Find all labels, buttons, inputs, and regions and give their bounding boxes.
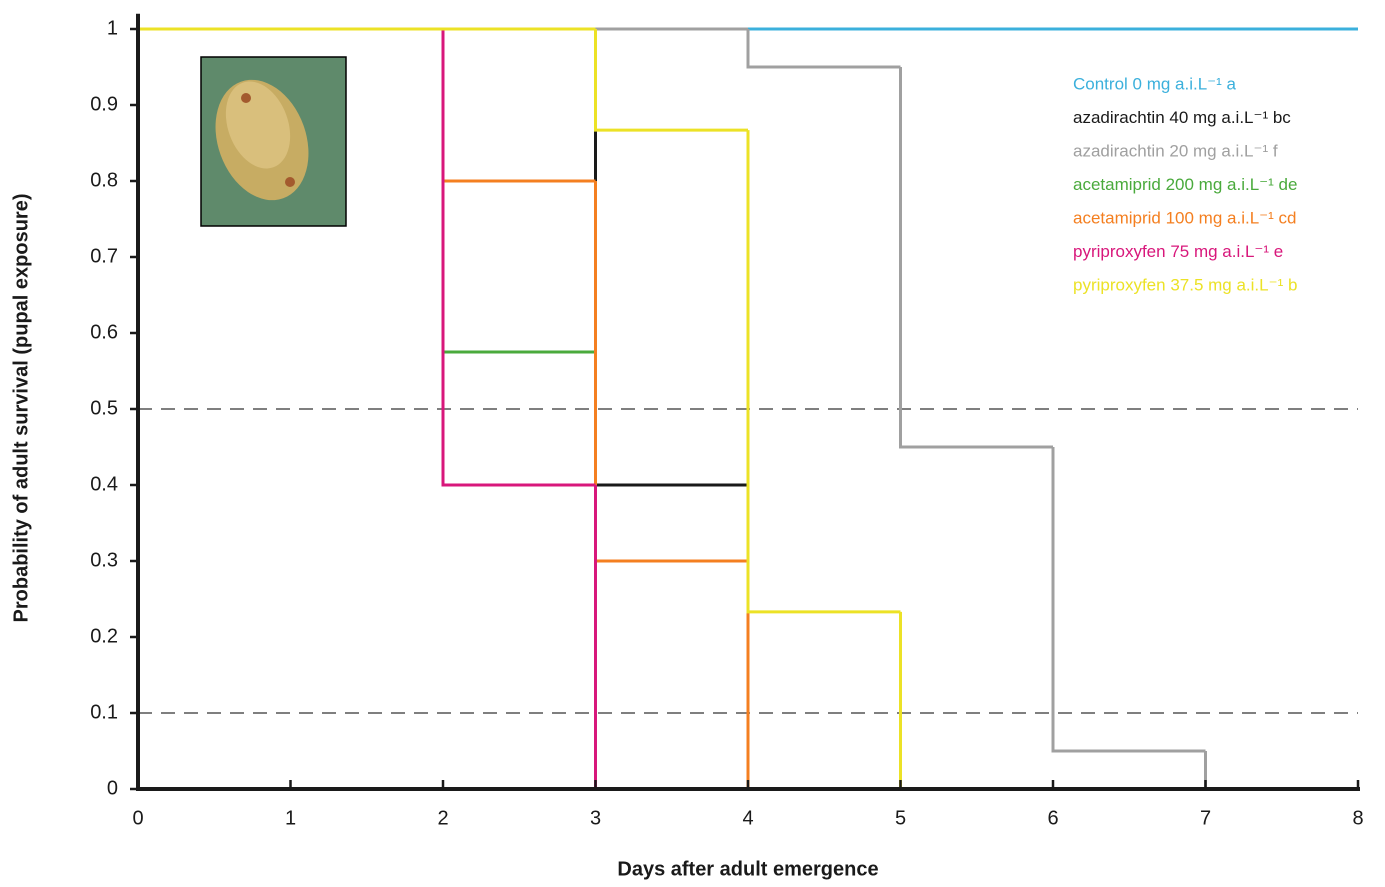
y-tick-label: 0.1 (90, 701, 118, 723)
x-tick-label: 1 (285, 807, 296, 829)
inset-photo (200, 56, 347, 227)
survival-step (441, 29, 596, 354)
x-tick-label: 8 (1352, 807, 1363, 829)
y-tick-label: 1 (107, 17, 118, 39)
survival-step (441, 29, 596, 183)
survival-step (899, 67, 1053, 449)
x-tick-label: 4 (742, 807, 753, 829)
y-tick-label: 0.2 (90, 625, 118, 647)
x-tick-label: 2 (437, 807, 448, 829)
survival-step (746, 29, 901, 69)
x-tick-label: 3 (590, 807, 601, 829)
y-tick-label: 0.9 (90, 93, 118, 115)
x-axis-title: Days after adult emergence (617, 858, 878, 880)
survival-step (594, 352, 1358, 791)
legend-entry: Control 0 mg a.i.L⁻¹ a (1073, 74, 1237, 93)
legend-entry: acetamiprid 200 mg a.i.L⁻¹ de (1073, 175, 1297, 194)
y-tick-label: 0.3 (90, 549, 118, 571)
survival-step (1051, 447, 1206, 753)
y-axis-title: Probability of adult survival (pupal exp… (10, 194, 32, 623)
y-tick-label: 0 (107, 777, 118, 799)
legend-entry: azadirachtin 40 mg a.i.L⁻¹ bc (1073, 108, 1291, 127)
survival-step (899, 611, 1358, 791)
survival-step (594, 29, 748, 487)
survival-step (594, 29, 748, 132)
legend-entry: acetamiprid 100 mg a.i.L⁻¹ cd (1073, 208, 1296, 227)
y-tick-label: 0.5 (90, 397, 118, 419)
survival-step (746, 130, 901, 614)
survival-step (1204, 751, 1358, 791)
legend-entry: pyriproxyfen 75 mg a.i.L⁻¹ e (1073, 242, 1283, 261)
y-tick-label: 0.6 (90, 321, 118, 343)
survival-step (441, 29, 596, 487)
legend-entry: pyriproxyfen 37.5 mg a.i.L⁻¹ b (1073, 275, 1297, 294)
x-tick-label: 7 (1200, 807, 1211, 829)
survival-step (594, 181, 748, 563)
y-tick-label: 0.4 (90, 473, 118, 495)
x-tick-label: 5 (895, 807, 906, 829)
y-tick-label: 0.8 (90, 169, 118, 191)
x-tick-label: 6 (1047, 807, 1058, 829)
x-tick-label: 0 (132, 807, 143, 829)
legend-entry: azadirachtin 20 mg a.i.L⁻¹ f (1073, 141, 1278, 160)
survival-step (594, 485, 1358, 791)
y-tick-label: 0.7 (90, 245, 118, 267)
